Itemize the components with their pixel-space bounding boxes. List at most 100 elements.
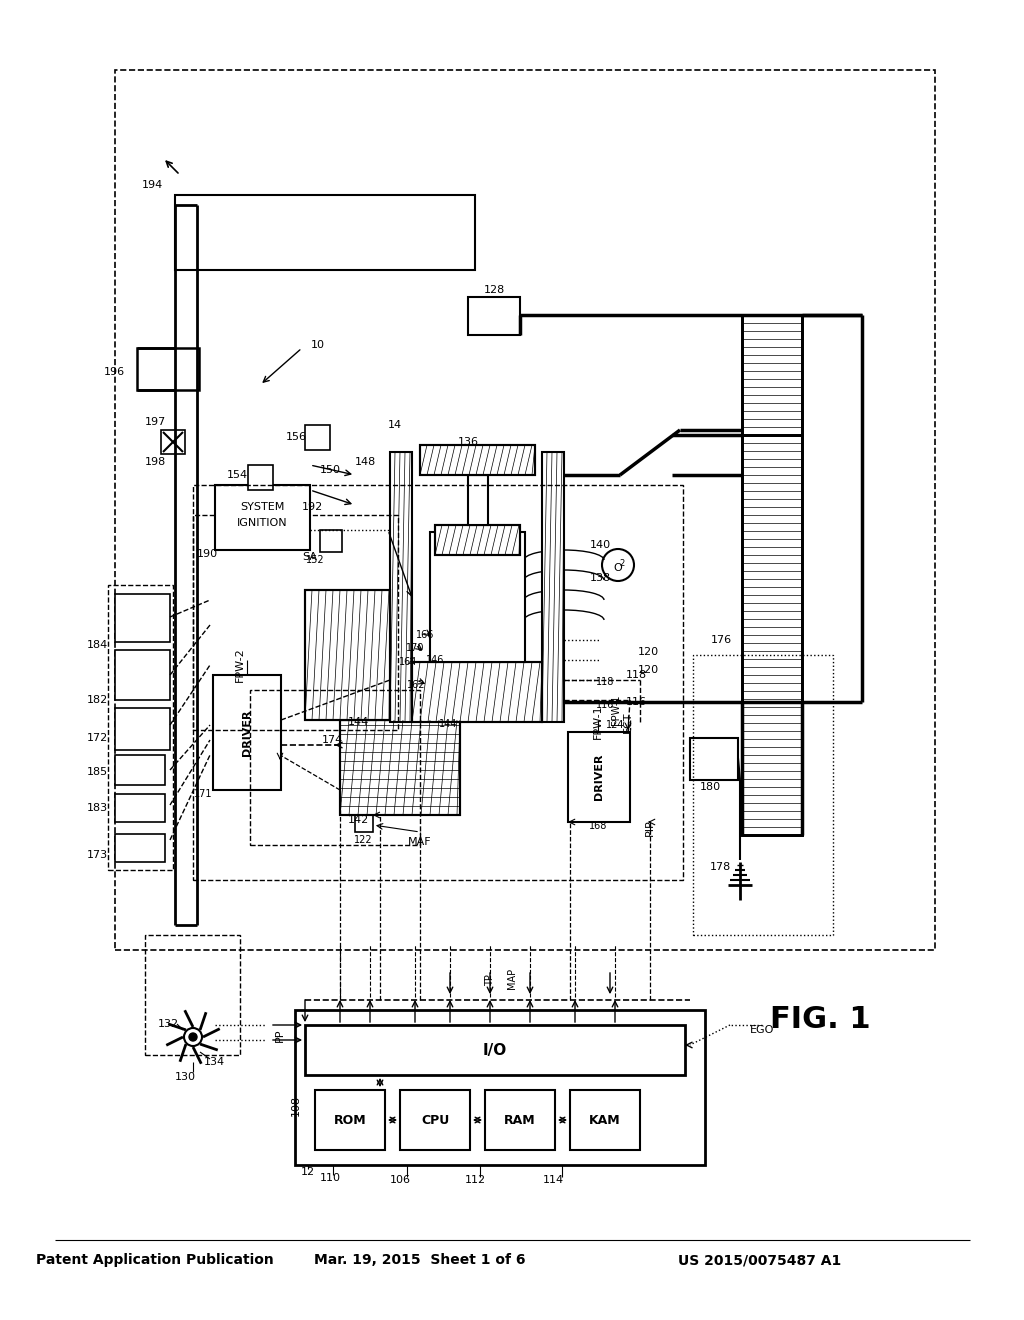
Text: 178: 178 [710, 862, 731, 873]
Bar [115, 70, 935, 950]
Bar [570, 1090, 640, 1150]
Text: 173: 173 [87, 850, 108, 861]
Bar [420, 445, 535, 475]
Text: 162: 162 [407, 680, 425, 690]
Text: 190: 190 [197, 549, 217, 558]
Text: 114: 114 [543, 1175, 563, 1185]
Bar [193, 515, 398, 730]
Text: 197: 197 [144, 417, 166, 426]
Text: 130: 130 [174, 1072, 196, 1082]
Text: 128: 128 [483, 285, 505, 294]
Text: 180: 180 [699, 781, 721, 792]
Text: MAF: MAF [409, 837, 432, 847]
Bar [193, 484, 683, 880]
Bar [690, 738, 738, 780]
Text: 106: 106 [389, 1175, 411, 1185]
Text: 12: 12 [301, 1167, 315, 1177]
Bar [742, 436, 802, 836]
Text: 156: 156 [286, 432, 306, 442]
Bar [742, 315, 802, 436]
Bar [420, 445, 535, 475]
Bar [412, 663, 542, 722]
Text: 182: 182 [87, 696, 108, 705]
Text: 154: 154 [226, 470, 248, 480]
Text: 112: 112 [465, 1175, 485, 1185]
Text: 171: 171 [194, 789, 212, 799]
Bar [250, 690, 420, 845]
Text: 166: 166 [416, 630, 434, 640]
Bar [340, 719, 460, 814]
Text: FPW-1: FPW-1 [611, 694, 621, 725]
Text: DRIVER: DRIVER [242, 709, 252, 756]
Text: 152: 152 [306, 554, 325, 565]
Bar [430, 532, 525, 663]
Text: 174: 174 [322, 735, 343, 744]
Bar [435, 525, 520, 554]
Bar [485, 1090, 555, 1150]
Text: SA: SA [302, 552, 317, 562]
Bar [161, 430, 185, 454]
Text: 142: 142 [347, 814, 369, 825]
Bar [137, 348, 199, 389]
Bar [213, 675, 281, 789]
Text: 172: 172 [87, 733, 108, 743]
Bar [115, 755, 165, 785]
Text: IGNITION: IGNITION [238, 517, 288, 528]
Text: 184: 184 [87, 640, 108, 649]
Text: 122: 122 [353, 836, 373, 845]
Text: DRIVER: DRIVER [594, 754, 604, 800]
Text: FIG. 1: FIG. 1 [770, 1006, 870, 1035]
Text: Patent Application Publication: Patent Application Publication [36, 1253, 273, 1267]
Bar [305, 590, 390, 719]
Text: RAM: RAM [504, 1114, 536, 1126]
Text: 185: 185 [87, 767, 108, 777]
Bar [115, 594, 170, 642]
Text: FPW-1: FPW-1 [593, 705, 603, 739]
Bar [175, 195, 475, 271]
Text: 196: 196 [103, 367, 125, 378]
Text: 108: 108 [291, 1094, 301, 1115]
Bar [115, 795, 165, 822]
Bar [305, 425, 330, 450]
Text: 140: 140 [590, 540, 610, 550]
Text: 118: 118 [626, 671, 646, 680]
Text: 168: 168 [589, 821, 607, 832]
Text: 124: 124 [606, 719, 625, 730]
Text: SYSTEM: SYSTEM [241, 503, 285, 512]
Text: O: O [613, 564, 623, 573]
Text: Mar. 19, 2015  Sheet 1 of 6: Mar. 19, 2015 Sheet 1 of 6 [314, 1253, 525, 1267]
Bar [693, 655, 833, 935]
Text: 120: 120 [637, 647, 658, 657]
Text: 146: 146 [426, 655, 444, 665]
Bar [355, 814, 373, 832]
Bar [390, 451, 412, 722]
Text: 110: 110 [319, 1173, 341, 1183]
Bar [542, 451, 564, 722]
Text: 14: 14 [388, 420, 402, 430]
Bar [568, 733, 630, 822]
Text: I/O: I/O [483, 1043, 507, 1057]
Text: ROM: ROM [334, 1114, 367, 1126]
Bar [108, 585, 173, 870]
Text: 144: 144 [439, 719, 457, 729]
Text: 148: 148 [354, 457, 376, 467]
Text: 132: 132 [158, 1019, 178, 1030]
Text: 176: 176 [711, 635, 732, 645]
Text: FPW-2: FPW-2 [234, 648, 245, 682]
Text: 194: 194 [141, 180, 163, 190]
Bar [742, 436, 802, 836]
Text: 192: 192 [301, 502, 323, 512]
Bar [340, 719, 460, 814]
Text: EGO: EGO [750, 1026, 774, 1035]
Bar [305, 1026, 685, 1074]
Bar [468, 475, 488, 525]
Bar [115, 649, 170, 700]
Text: 138: 138 [590, 573, 610, 583]
Text: PIP: PIP [645, 820, 655, 837]
Text: 118: 118 [596, 677, 614, 686]
Text: 144: 144 [347, 717, 369, 727]
Text: 136: 136 [458, 437, 478, 447]
Text: US 2015/0075487 A1: US 2015/0075487 A1 [678, 1253, 842, 1267]
Text: 116: 116 [626, 697, 646, 708]
Text: 198: 198 [144, 457, 166, 467]
